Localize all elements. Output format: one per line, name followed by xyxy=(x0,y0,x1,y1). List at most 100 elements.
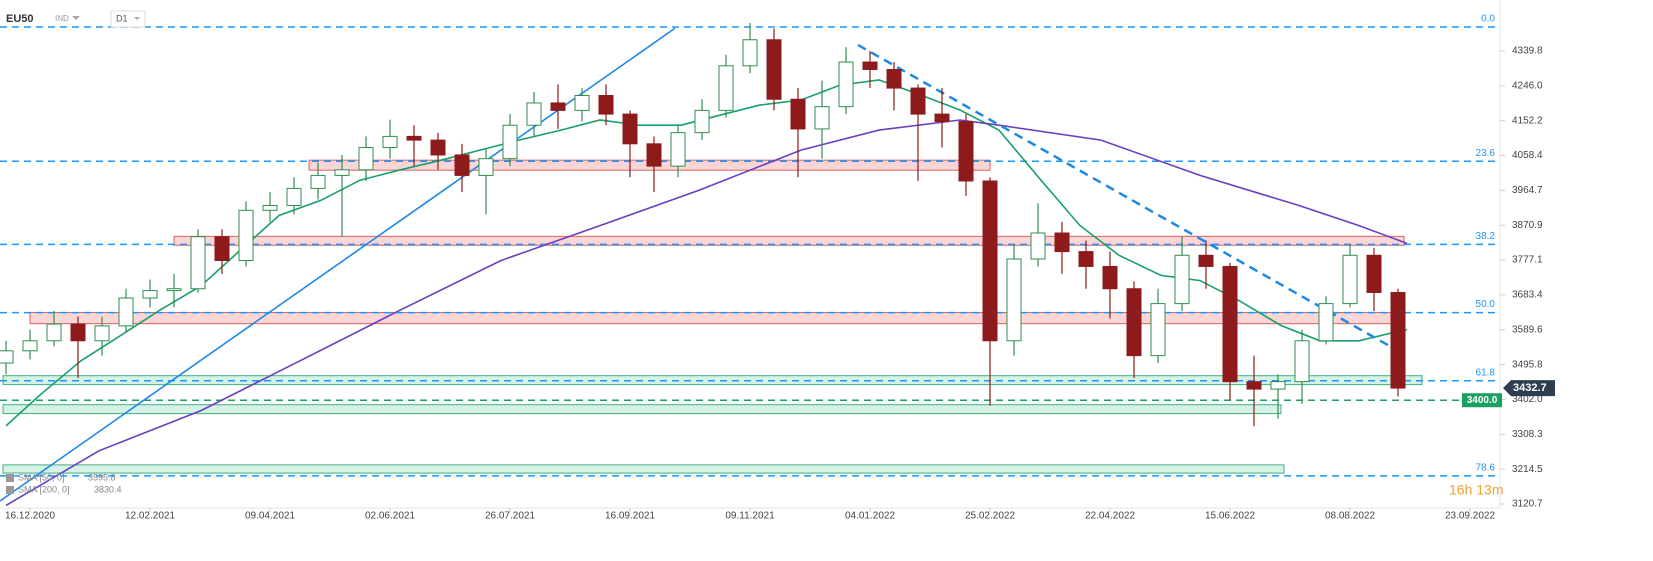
candle-body xyxy=(958,121,974,182)
candle-body xyxy=(238,209,254,262)
zone xyxy=(173,235,1405,246)
last-price-box xyxy=(1503,380,1555,397)
timeframe-box[interactable] xyxy=(110,10,146,28)
candle-body xyxy=(310,174,326,189)
x-tick-label: 02.06.2021 xyxy=(365,511,415,522)
candle-body xyxy=(1198,254,1214,267)
candle-body xyxy=(118,297,134,327)
last-price: 3432.7 xyxy=(1513,382,1547,394)
x-tick-label: 23.09.2022 xyxy=(1445,511,1495,522)
candle-body xyxy=(526,102,542,126)
y-tick-label: 4339.8 xyxy=(1512,46,1543,57)
zone xyxy=(2,464,1285,474)
legend-name: SMA [50, 0] xyxy=(18,472,65,482)
candle-body xyxy=(862,61,878,70)
zone xyxy=(2,404,1282,415)
y-tick-label: 3120.7 xyxy=(1512,499,1543,510)
candle-body xyxy=(574,95,590,111)
candle-body xyxy=(1030,232,1046,260)
x-tick-label: 16.09.2021 xyxy=(605,511,655,522)
y-tick-label: 3589.6 xyxy=(1512,324,1543,335)
candle-body xyxy=(286,187,302,207)
candle-body xyxy=(790,98,806,130)
candle-body xyxy=(934,113,950,123)
candle-body xyxy=(1150,303,1166,357)
candle-body xyxy=(502,124,518,160)
fib-label: 50.0 xyxy=(1476,299,1496,310)
candle-body xyxy=(1342,254,1358,305)
x-tick-label: 08.08.2022 xyxy=(1325,511,1375,522)
y-tick-label: 3777.1 xyxy=(1512,255,1543,266)
instrument-class[interactable]: IND xyxy=(55,14,69,23)
candle-body xyxy=(814,106,830,130)
candle-body xyxy=(694,109,710,134)
candle-body xyxy=(1294,340,1310,383)
candle-body xyxy=(886,68,902,89)
candle-body xyxy=(742,39,758,67)
candle-body xyxy=(670,132,686,167)
y-tick-label: 3308.3 xyxy=(1512,429,1543,440)
y-tick-label: 4058.4 xyxy=(1512,150,1543,161)
symbol: EU50 xyxy=(6,13,34,25)
candle-body xyxy=(382,135,398,149)
candle-body xyxy=(166,288,182,292)
candle-body xyxy=(0,350,14,364)
candle-body xyxy=(334,169,350,176)
candle-body xyxy=(214,236,230,262)
candle-body xyxy=(1270,381,1286,390)
dropdown-arrow[interactable] xyxy=(72,16,80,20)
candle-body xyxy=(550,102,566,111)
timeframe[interactable]: D1 xyxy=(116,13,128,23)
legend-name: SMA [200, 0] xyxy=(18,484,70,494)
candle-body xyxy=(1054,232,1070,253)
legend-value: 3830.4 xyxy=(94,484,122,494)
candle-body xyxy=(70,323,86,342)
candle-body xyxy=(1078,251,1094,267)
x-tick-label: 09.04.2021 xyxy=(245,511,295,522)
x-tick-label: 25.02.2022 xyxy=(965,511,1015,522)
trendline xyxy=(857,43,1399,352)
fib-label: 61.8 xyxy=(1476,367,1496,378)
x-tick-label: 22.04.2022 xyxy=(1085,511,1135,522)
y-tick-label: 3402.0 xyxy=(1512,394,1543,405)
y-tick-label: 4152.2 xyxy=(1512,115,1543,126)
candle-body xyxy=(1222,265,1238,383)
fib-label: 78.6 xyxy=(1476,463,1496,474)
candle-body xyxy=(406,135,422,141)
countdown: 16h 13m xyxy=(1449,482,1503,498)
legend-value: 3595.8 xyxy=(88,472,116,482)
candle-body xyxy=(910,87,926,115)
candle-body xyxy=(718,65,734,111)
candle-body xyxy=(1318,303,1334,342)
candle-body xyxy=(598,95,614,115)
y-tick-label: 3214.5 xyxy=(1512,464,1543,475)
candle-body xyxy=(766,39,782,100)
candle-body xyxy=(22,340,38,352)
candle-body xyxy=(430,139,446,156)
sma-line xyxy=(5,119,1408,507)
legend-icon xyxy=(6,474,14,482)
y-tick-label: 4246.0 xyxy=(1512,80,1543,91)
candle-body xyxy=(838,61,854,108)
candle-body xyxy=(454,154,470,176)
marked-level-box xyxy=(1462,393,1502,408)
fib-label: 23.6 xyxy=(1476,148,1496,159)
fib-label: 0.0 xyxy=(1481,14,1495,25)
zone xyxy=(29,312,1393,325)
y-tick-label: 3964.7 xyxy=(1512,185,1543,196)
candle-body xyxy=(1102,265,1118,290)
marked-level-label: 3400.0 xyxy=(1467,395,1498,406)
dropdown-arrow[interactable] xyxy=(134,17,140,20)
x-tick-label: 09.11.2021 xyxy=(725,511,775,522)
x-tick-label: 12.02.2021 xyxy=(125,511,175,522)
y-tick-label: 3870.9 xyxy=(1512,220,1543,231)
candle-body xyxy=(982,180,998,342)
fib-label: 38.2 xyxy=(1476,231,1496,242)
candle-body xyxy=(1126,288,1142,357)
candle-body xyxy=(190,236,206,290)
candle-body xyxy=(646,143,662,167)
x-tick-label: 26.07.2021 xyxy=(485,511,535,522)
candle-body xyxy=(1390,291,1406,389)
